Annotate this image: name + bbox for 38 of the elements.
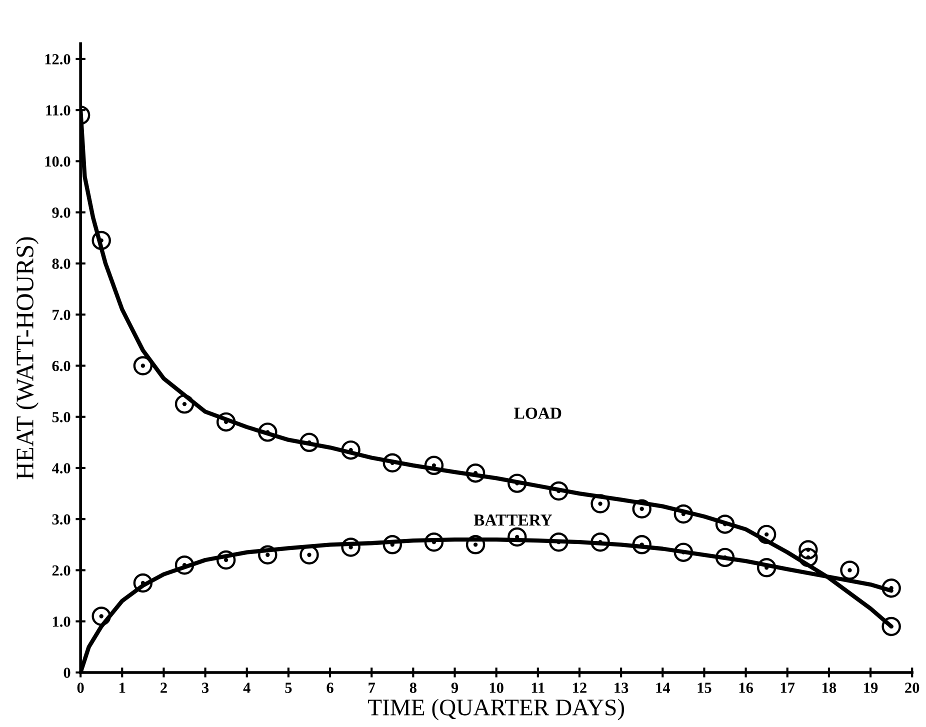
- y-axis-title: HEAT (WATT-HOURS): [16, 237, 39, 480]
- y-tick-label: 9.0: [52, 207, 70, 218]
- x-tick-label: 6: [326, 682, 334, 693]
- x-tick-label: 13: [614, 682, 628, 693]
- y-tick-label: 2.0: [52, 565, 70, 576]
- x-tick-label: 7: [368, 682, 376, 693]
- y-tick-label: 3.0: [52, 514, 70, 525]
- x-tick-label: 17: [780, 682, 795, 693]
- y-tick-label: 11.0: [46, 105, 70, 116]
- x-tick-label: 20: [905, 682, 920, 693]
- x-tick-label: 8: [410, 682, 416, 693]
- y-tick-label: 5.0: [52, 412, 70, 422]
- y-tick-label: 8.0: [52, 258, 70, 269]
- annotation: BATTERY: [474, 514, 552, 526]
- y-tick-label: 12.0: [45, 54, 70, 64]
- x-axis-title: TIME (QUARTER DAYS): [368, 698, 624, 720]
- x-tick-label: 15: [698, 682, 712, 693]
- x-tick-label: 1: [120, 682, 126, 693]
- x-tick-label: 5: [285, 682, 292, 693]
- x-tick-label: 18: [822, 682, 836, 693]
- x-tick-label: 19: [864, 682, 878, 693]
- x-tick-label: 16: [739, 682, 753, 693]
- x-tick-label: 11: [532, 682, 544, 693]
- x-tick-label: 12: [573, 682, 586, 693]
- y-tick-label: 1.0: [52, 616, 70, 627]
- x-tick-label: 2: [160, 682, 167, 693]
- y-tick-label: 7.0: [52, 310, 70, 320]
- y-tick-label: 6.0: [52, 360, 70, 372]
- x-tick-label: 0: [77, 682, 84, 693]
- y-tick-label: 4.0: [52, 463, 70, 474]
- x-tick-label: 4: [243, 682, 250, 693]
- x-tick-label: 14: [656, 682, 670, 693]
- x-tick-label: 10: [490, 682, 504, 693]
- y-tick-label: 10.0: [45, 156, 70, 167]
- y-tick-label: 0: [64, 668, 70, 678]
- x-tick-label: 9: [451, 682, 458, 693]
- x-tick-label: 3: [202, 682, 209, 693]
- annotation: LOAD: [514, 408, 562, 419]
